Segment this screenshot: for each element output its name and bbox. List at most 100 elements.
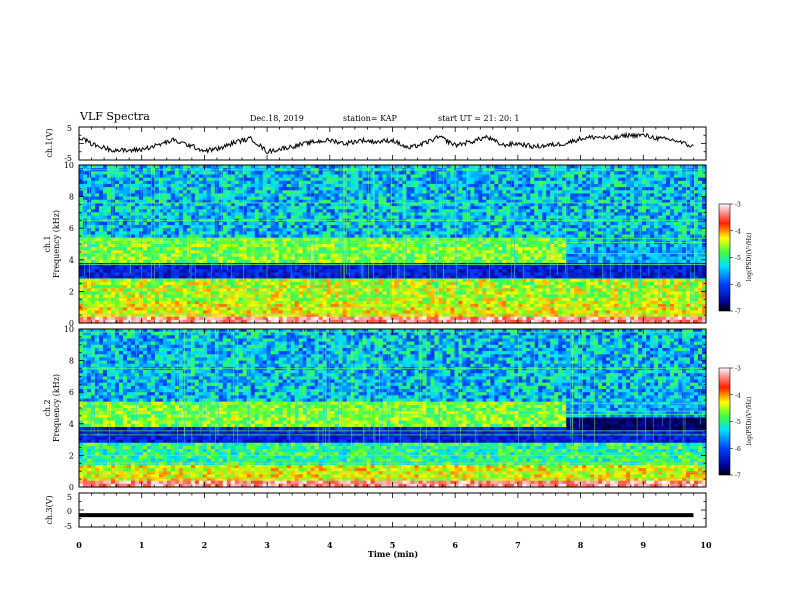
spectrogram-cell [178, 177, 184, 182]
spectrogram-cell [102, 165, 108, 169]
spectrogram-cell [134, 174, 140, 179]
spectrogram-cell [90, 187, 96, 191]
spectrogram-cell [594, 190, 599, 195]
spectrogram-cell [546, 165, 551, 169]
spectrogram-cell [502, 183, 507, 188]
spectrogram-cell [646, 183, 651, 188]
spectrogram-cell [694, 183, 699, 188]
spectrogram-cell [406, 183, 412, 188]
spectrogram-cell [170, 165, 176, 169]
spectrogram-cell [586, 180, 591, 185]
spectrogram-cell [118, 165, 124, 169]
spectrogram-cell [546, 171, 551, 176]
spectrogram-cell [202, 174, 208, 179]
spectrogram-cell [330, 177, 336, 182]
spectrogram-cell [166, 183, 172, 188]
spectrogram-cell [79, 174, 84, 179]
spectrogram-cell [79, 165, 84, 169]
spectrogram-cell [306, 190, 312, 195]
spectrogram-cell [150, 174, 156, 179]
spectrogram-cell [690, 165, 695, 169]
spectrogram-cell [482, 187, 487, 191]
spectrogram-cell [566, 171, 571, 176]
spectrogram-cell [586, 190, 591, 195]
spectrogram-cell [182, 180, 188, 185]
spectrogram-cell [346, 177, 352, 182]
spectrogram-cell [326, 190, 332, 195]
spectrogram-cell [470, 165, 475, 169]
spectrogram-cell [574, 165, 579, 169]
spectrogram-cell [586, 174, 591, 179]
spectrogram-cell [458, 174, 463, 179]
spectrogram-cell [518, 180, 523, 185]
spectrogram-cell [594, 180, 599, 185]
spectrogram-cell [378, 183, 384, 188]
spectrogram-cell [334, 165, 340, 169]
spectrogram-cell [582, 180, 587, 185]
spectrogram-cell [530, 174, 535, 179]
spectrogram-cell [446, 183, 451, 188]
spectrogram-cell [346, 171, 352, 176]
spectrogram-cell [490, 187, 495, 191]
spectrogram-cell [438, 165, 444, 169]
spectrogram-cell [666, 174, 671, 179]
spectrogram-cell [98, 174, 104, 179]
spectrogram-cell [286, 171, 292, 176]
spectrogram-cell [242, 187, 248, 191]
spectrogram-cell [398, 177, 404, 182]
spectrogram-cell [498, 177, 503, 182]
spectrogram-cell [466, 190, 471, 195]
spectrogram-cell [302, 183, 308, 188]
spectrogram-cell [470, 180, 475, 185]
spectrogram-cell [238, 174, 244, 179]
spectrogram-cell [422, 180, 428, 185]
spectrogram-cell [206, 177, 212, 182]
spectrogram-cell [634, 174, 639, 179]
spectrogram-cell [234, 171, 240, 176]
spectrogram-cell [694, 177, 699, 182]
spectrogram-cell [118, 187, 124, 191]
spectrogram-cell [398, 165, 404, 169]
spectrogram-cell [190, 177, 196, 182]
spectrogram-cell [574, 174, 579, 179]
spectrogram-cell [122, 171, 128, 176]
spectrogram-cell [522, 174, 527, 179]
spectrogram-cell [382, 177, 388, 182]
spectrogram-cell [654, 180, 659, 185]
spectrogram-cell [294, 171, 300, 176]
spectrogram-cell [98, 187, 104, 191]
spectrogram-cell [654, 177, 659, 182]
spectrogram-cell [674, 190, 679, 195]
spectrogram-cell [102, 180, 108, 185]
spectrogram-cell [254, 171, 260, 176]
spectrogram-cell [154, 165, 160, 169]
spectrogram-cell [174, 190, 180, 195]
spectrogram-cell [618, 187, 623, 191]
spectrogram-cell [174, 174, 180, 179]
spectrogram-cell [510, 171, 515, 176]
spectrogram-cell [558, 165, 563, 169]
spectrogram-cell [298, 174, 304, 179]
spectrogram-cell [134, 183, 140, 188]
spectrogram-cell [362, 183, 368, 188]
spectrogram-cell [562, 165, 567, 169]
spectrogram-cell [358, 187, 364, 191]
spectrogram-cell [310, 165, 316, 169]
spectrogram-cell [158, 174, 164, 179]
spectrogram-cell [226, 180, 232, 185]
spectrogram-cell [354, 177, 360, 182]
spectrogram-cell [178, 183, 184, 188]
spectrogram-cell [358, 190, 364, 195]
spectrogram-cell [394, 187, 400, 191]
spectrogram-cell [582, 171, 587, 176]
spectrogram-cell [622, 177, 627, 182]
spectrogram-cell [90, 174, 96, 179]
spectrogram-cell [690, 177, 695, 182]
spectrogram-cell [262, 180, 268, 185]
spectrogram-cell [414, 183, 420, 188]
spectrogram-cell [130, 183, 136, 188]
spectrogram-cell [470, 187, 475, 191]
spectrogram-cell [230, 171, 236, 176]
spectrogram-cell [686, 183, 691, 188]
